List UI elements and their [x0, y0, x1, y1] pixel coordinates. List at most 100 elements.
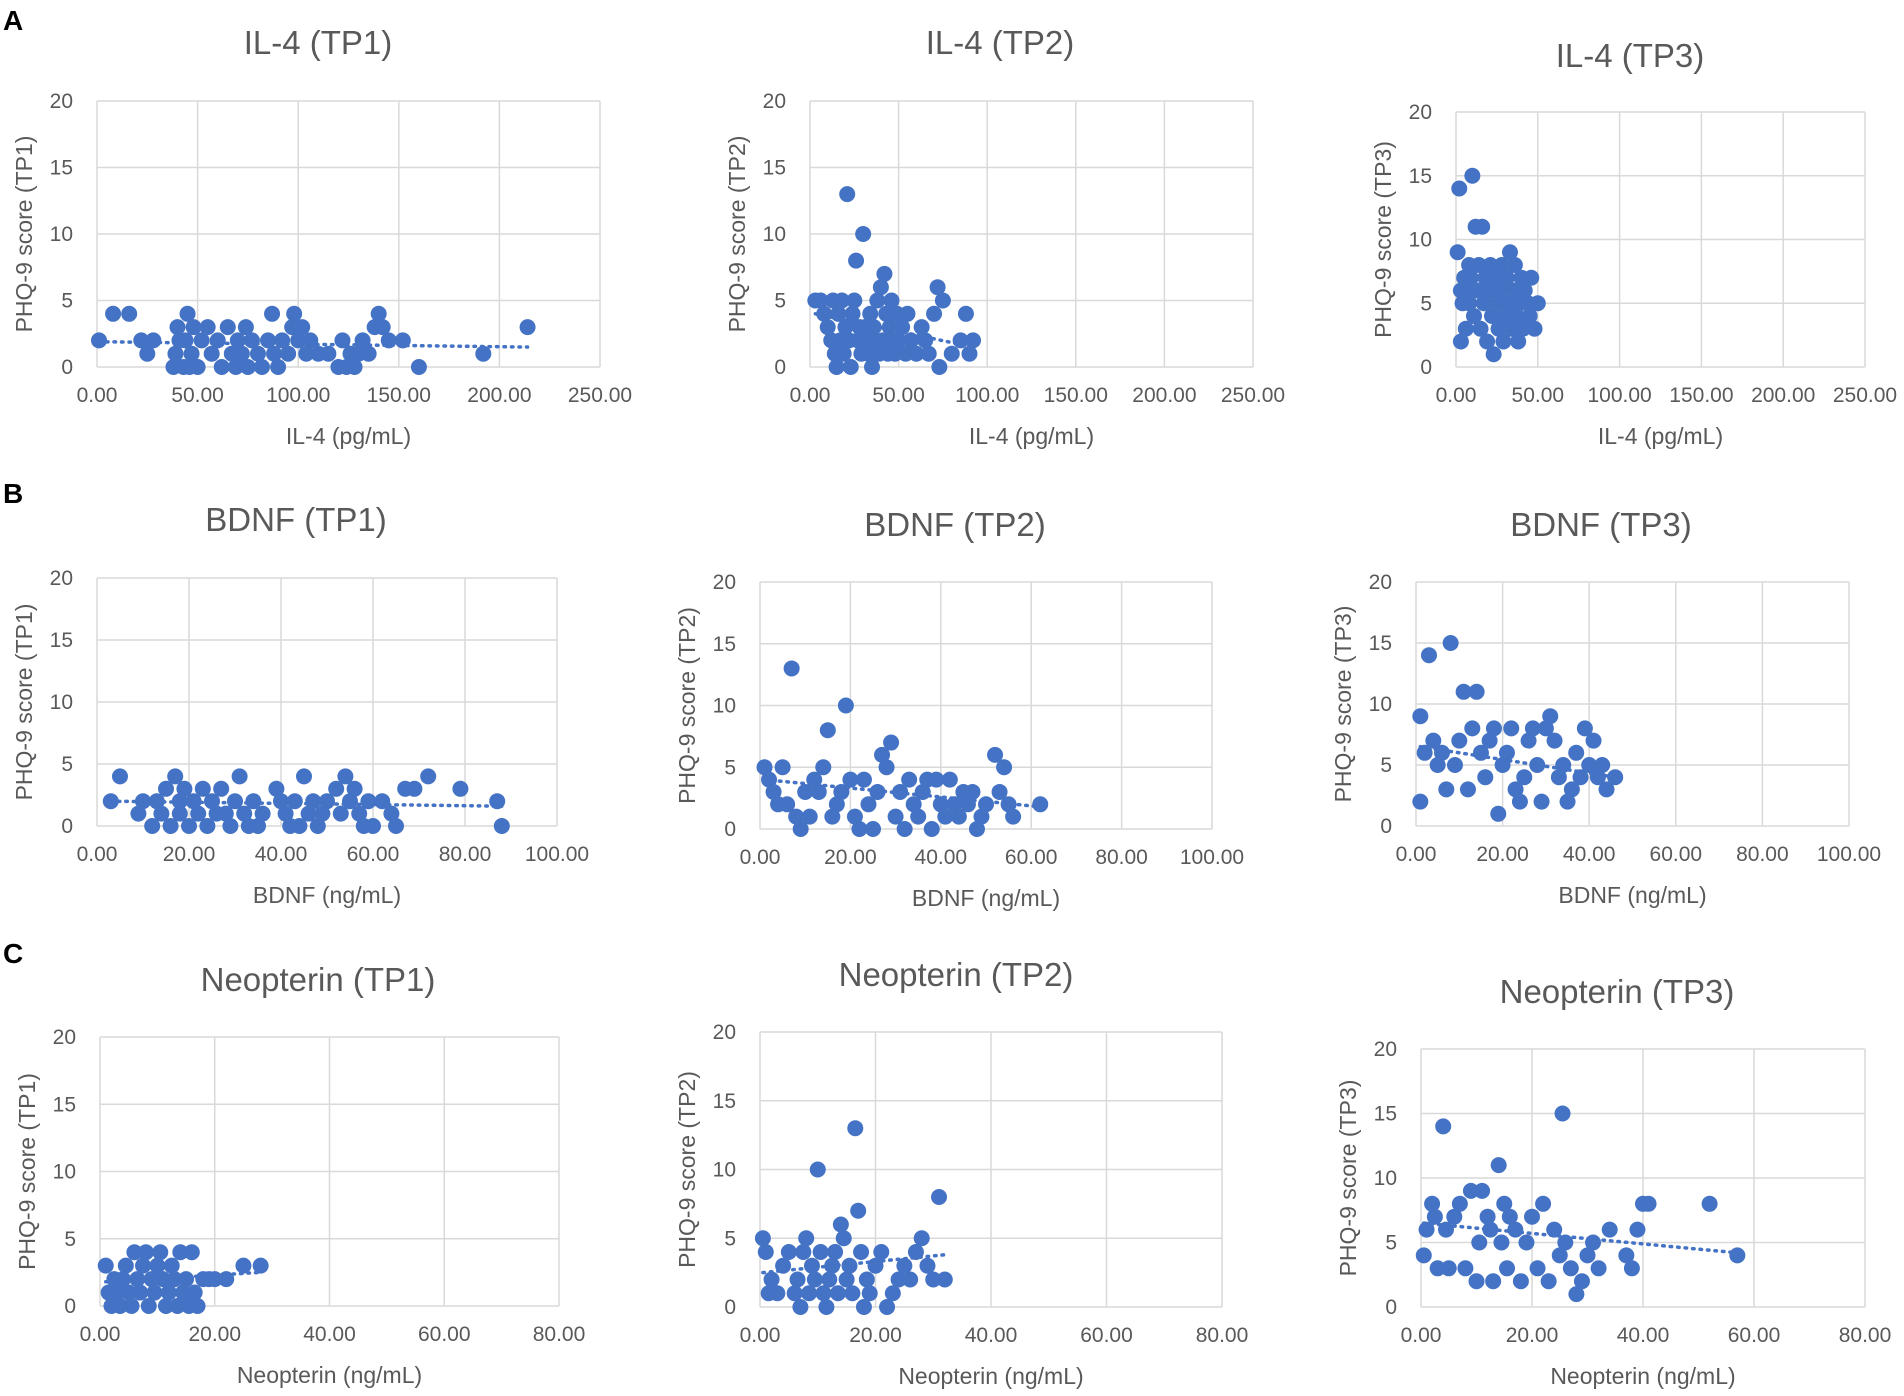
data-point	[1498, 269, 1515, 286]
data-point	[1601, 1221, 1618, 1238]
x-tick-label: 250.00	[1833, 384, 1897, 407]
data-point	[914, 783, 931, 800]
data-point	[176, 780, 193, 797]
chart-title: BDNF (TP2)	[864, 506, 1046, 543]
data-point	[320, 345, 337, 362]
data-point	[896, 821, 913, 837]
y-tick-label: 10	[1409, 229, 1432, 252]
data-point	[250, 818, 266, 834]
data-point	[1585, 1234, 1602, 1251]
data-point	[163, 1257, 180, 1274]
data-point	[815, 759, 832, 776]
data-point	[1425, 732, 1442, 749]
data-point	[957, 305, 974, 322]
data-point	[102, 793, 119, 810]
data-point	[1416, 744, 1433, 761]
data-point	[1429, 1260, 1446, 1277]
data-point	[1446, 1208, 1463, 1225]
x-tick-label: 100.00	[1817, 843, 1881, 866]
trendline	[1422, 1221, 1740, 1255]
data-point	[185, 793, 202, 810]
x-tick-label: 200.00	[1751, 384, 1815, 407]
data-point	[365, 818, 381, 834]
data-point	[1480, 282, 1497, 299]
y-tick-label: 5	[1385, 1232, 1397, 1255]
x-axis-label: Neopterin (ng/mL)	[898, 1363, 1083, 1389]
data-point	[991, 783, 1008, 800]
data-point	[1457, 320, 1474, 337]
data-point	[899, 305, 916, 322]
data-point	[1594, 757, 1611, 773]
x-tick-label: 50.00	[1512, 384, 1565, 407]
data-point	[913, 1230, 930, 1247]
data-point	[901, 771, 918, 788]
data-point	[876, 265, 893, 282]
data-point	[919, 1257, 936, 1274]
y-tick-label: 15	[53, 1093, 76, 1116]
y-tick-label: 0	[61, 356, 73, 379]
data-point	[1518, 1234, 1535, 1251]
x-tick-label: 80.00	[1196, 1324, 1249, 1347]
data-point	[171, 793, 188, 810]
data-point	[1482, 257, 1499, 273]
data-point	[1451, 180, 1468, 197]
chart-3: IL-4 (TP3) 0.00 50.00 100.00 150.00 200.00 250…	[1370, 37, 1897, 449]
data-point	[254, 805, 271, 822]
data-point	[252, 1257, 269, 1274]
data-point	[1479, 333, 1496, 350]
y-tick-label: 10	[713, 695, 736, 718]
data-point	[855, 1299, 872, 1315]
data-point	[878, 759, 895, 776]
data-point	[135, 1257, 152, 1274]
data-point	[1555, 757, 1572, 773]
data-point	[1457, 1260, 1474, 1277]
data-point	[934, 292, 951, 309]
data-point	[162, 818, 179, 834]
data-point	[1498, 744, 1515, 761]
data-point	[129, 1271, 146, 1288]
data-point	[908, 345, 925, 362]
data-point	[181, 818, 197, 834]
data-point	[1485, 1273, 1502, 1290]
data-point	[756, 759, 773, 776]
data-point	[175, 1284, 192, 1301]
data-point	[865, 319, 882, 336]
x-tick-label: 20.00	[1476, 843, 1529, 866]
y-tick-label: 15	[50, 157, 73, 180]
x-tick-label: 100.00	[266, 384, 330, 407]
data-point	[148, 793, 165, 810]
data-point	[1497, 308, 1514, 324]
data-point	[1576, 720, 1593, 737]
data-point	[273, 793, 289, 810]
data-point	[314, 805, 331, 822]
data-point	[374, 319, 391, 336]
data-point	[410, 359, 427, 375]
data-point	[1701, 1195, 1718, 1212]
data-point	[383, 805, 400, 822]
x-tick-label: 40.00	[303, 1323, 356, 1346]
y-tick-label: 20	[763, 90, 786, 113]
y-tick-label: 0	[1420, 356, 1432, 379]
data-point	[838, 1271, 855, 1288]
data-point	[1559, 793, 1576, 810]
data-point	[821, 1271, 838, 1288]
data-point	[204, 793, 220, 810]
data-point	[1496, 1195, 1513, 1212]
data-point	[380, 332, 397, 349]
data-point	[837, 697, 854, 714]
data-point	[1550, 769, 1567, 786]
data-point	[1472, 320, 1489, 337]
data-point	[905, 796, 922, 813]
data-point	[815, 1285, 832, 1302]
x-tick-label: 100.00	[1180, 846, 1244, 869]
data-point	[219, 319, 236, 336]
data-point	[769, 1285, 786, 1302]
data-point	[475, 345, 492, 362]
data-point	[152, 1244, 169, 1261]
data-point	[1572, 769, 1589, 786]
data-point	[937, 808, 954, 825]
data-point	[1505, 282, 1522, 299]
data-point	[896, 1257, 913, 1274]
data-point	[1433, 744, 1450, 761]
data-point	[360, 345, 377, 362]
